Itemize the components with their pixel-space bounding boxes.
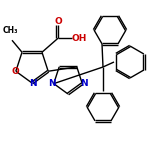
Text: O: O <box>12 67 20 76</box>
Text: N: N <box>48 79 55 88</box>
Text: CH₃: CH₃ <box>2 26 18 35</box>
Text: OH: OH <box>71 34 87 43</box>
Text: O: O <box>54 17 62 26</box>
Text: N: N <box>29 79 37 88</box>
Text: N: N <box>80 79 88 88</box>
